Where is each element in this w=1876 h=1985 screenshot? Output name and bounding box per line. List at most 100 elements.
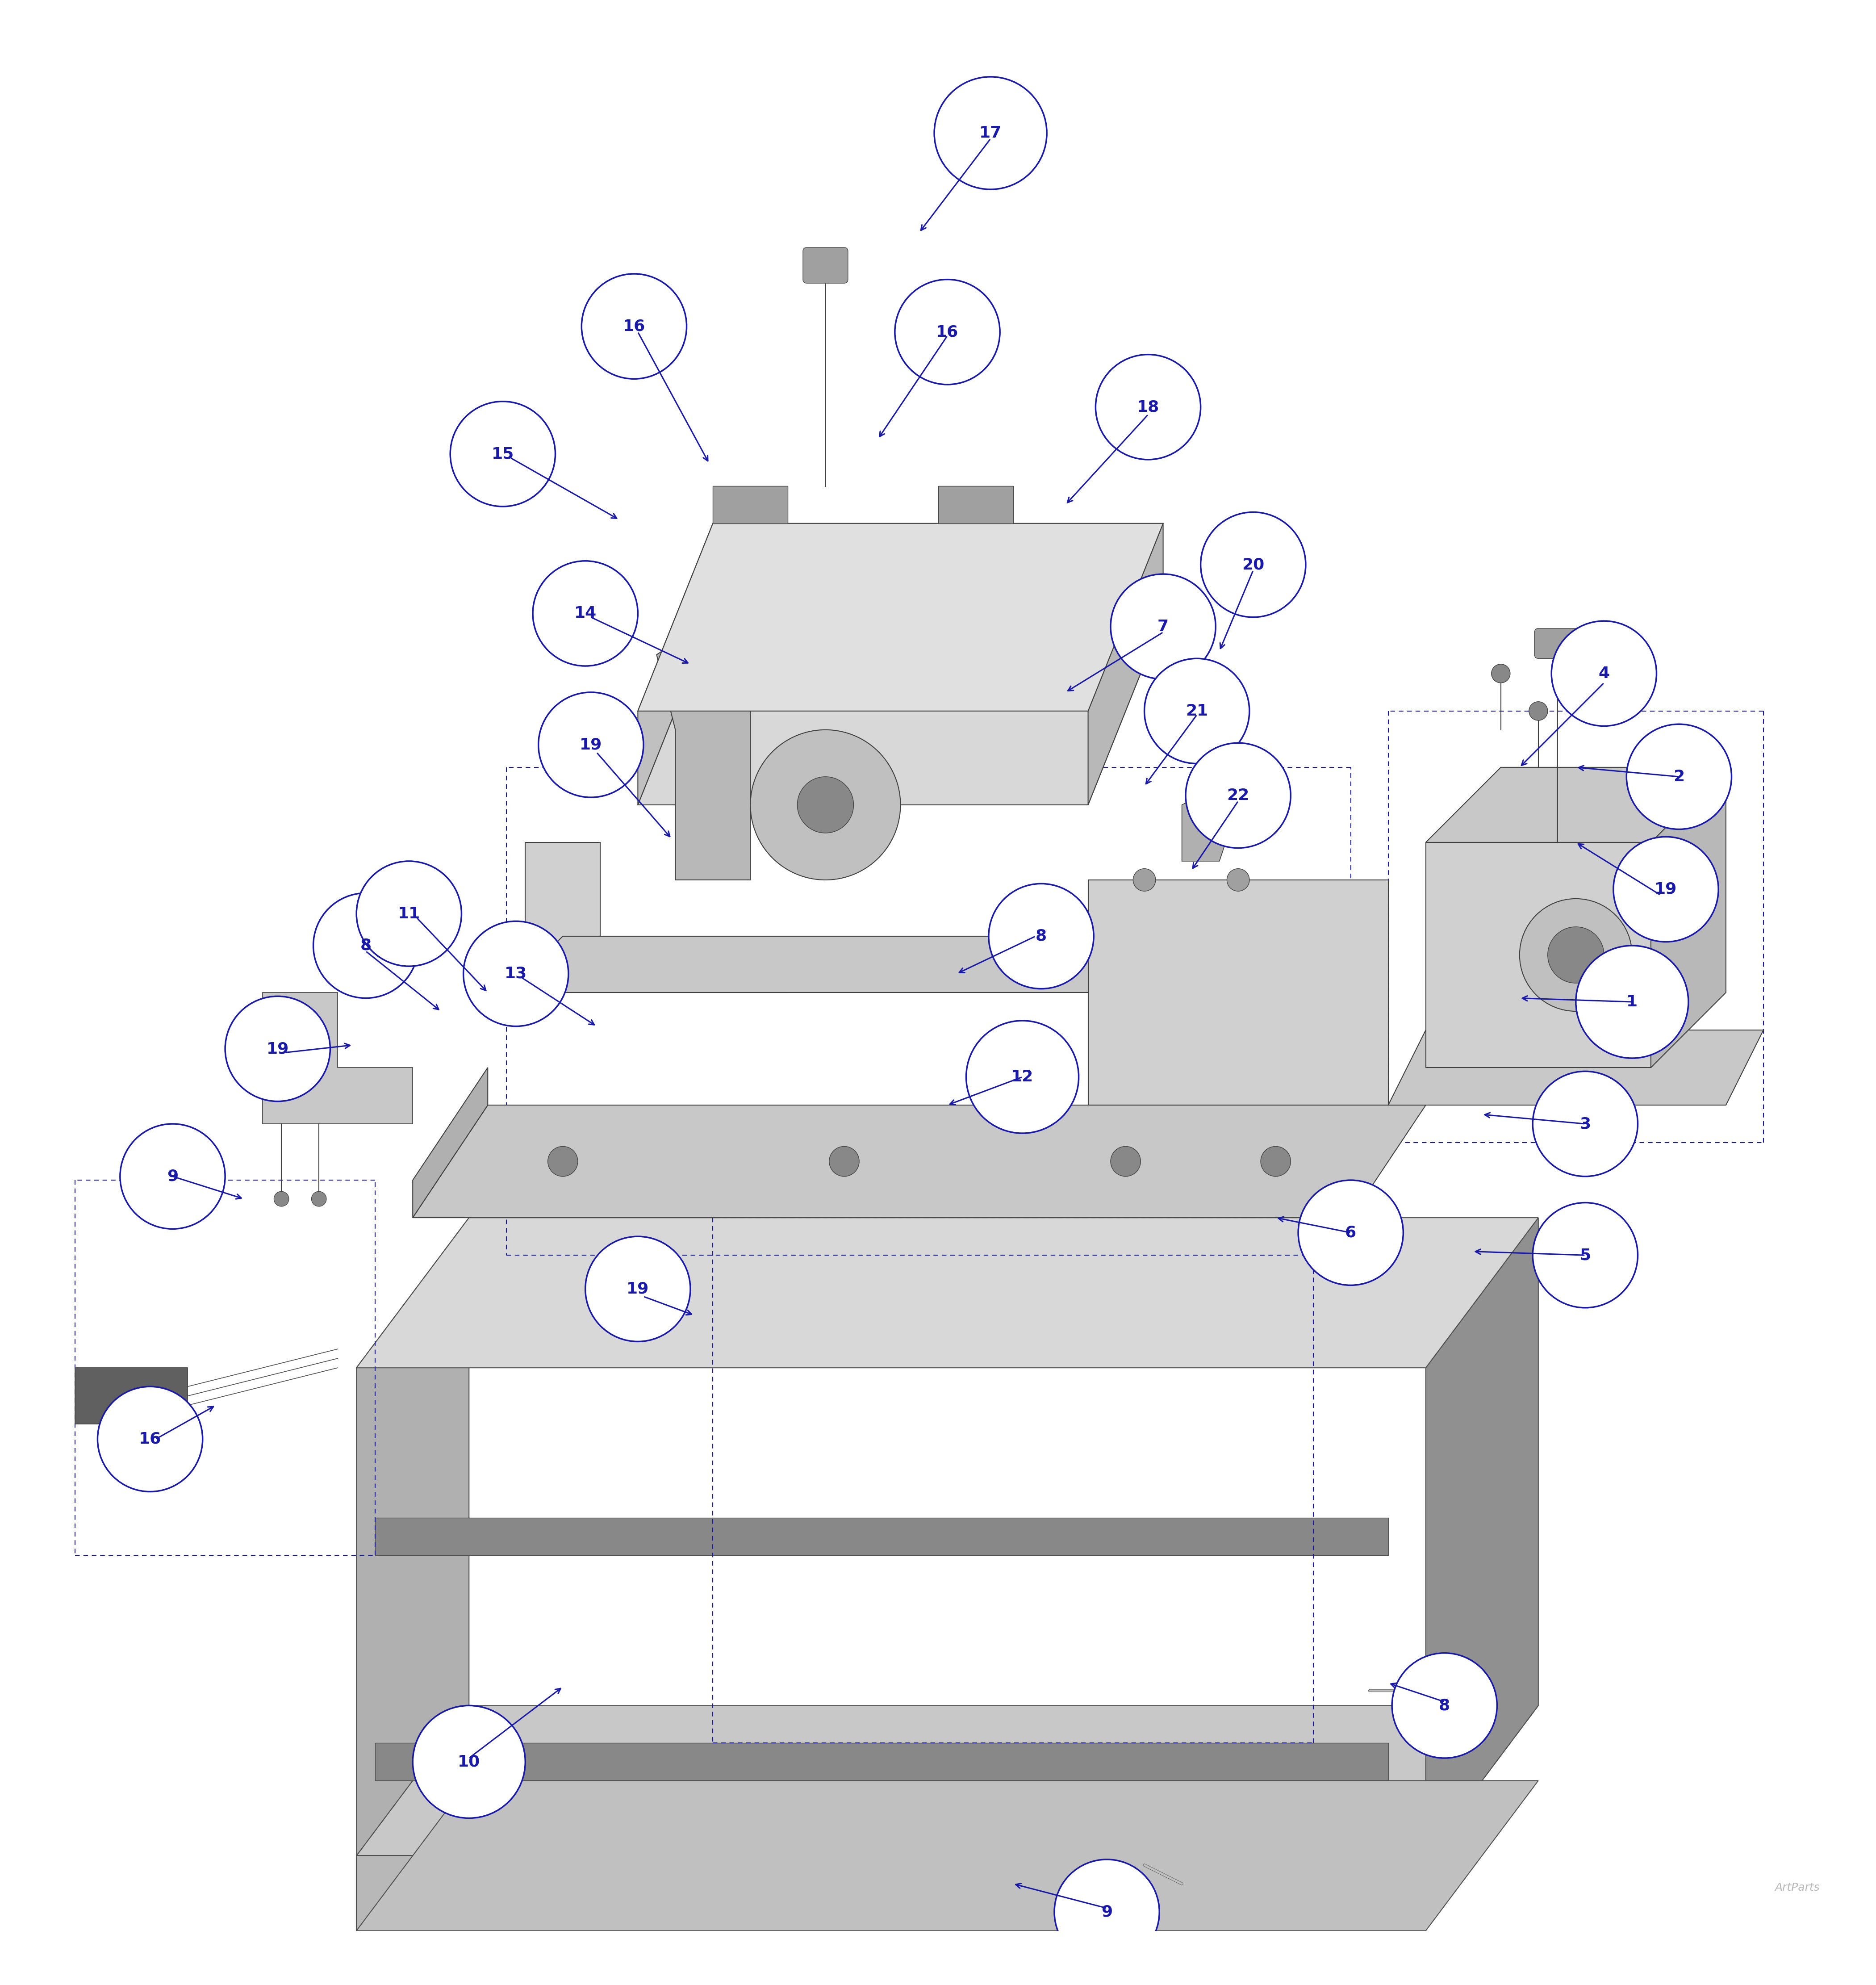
Circle shape bbox=[548, 1147, 578, 1177]
Circle shape bbox=[1111, 1147, 1141, 1177]
Polygon shape bbox=[1426, 1217, 1538, 1856]
Text: 10: 10 bbox=[458, 1755, 480, 1769]
Text: 6: 6 bbox=[1345, 1225, 1356, 1241]
Polygon shape bbox=[938, 486, 1013, 524]
Circle shape bbox=[1533, 1203, 1638, 1308]
Circle shape bbox=[1186, 742, 1291, 848]
Text: 2: 2 bbox=[1673, 768, 1685, 784]
Polygon shape bbox=[657, 617, 750, 879]
Text: 19: 19 bbox=[266, 1042, 289, 1056]
Circle shape bbox=[313, 893, 418, 998]
Polygon shape bbox=[1088, 879, 1388, 1106]
Circle shape bbox=[750, 730, 900, 879]
Circle shape bbox=[934, 77, 1047, 189]
Text: 12: 12 bbox=[1011, 1070, 1034, 1084]
Polygon shape bbox=[1182, 786, 1238, 861]
Circle shape bbox=[98, 1388, 203, 1491]
Text: 22: 22 bbox=[1227, 788, 1249, 804]
Circle shape bbox=[120, 1124, 225, 1229]
Circle shape bbox=[1111, 574, 1216, 679]
Circle shape bbox=[274, 1191, 289, 1207]
Circle shape bbox=[1392, 1654, 1497, 1759]
Text: 15: 15 bbox=[492, 447, 514, 463]
Text: 19: 19 bbox=[627, 1282, 649, 1296]
Circle shape bbox=[1054, 1860, 1159, 1965]
Text: 16: 16 bbox=[936, 324, 959, 339]
Circle shape bbox=[1626, 725, 1732, 830]
Text: 1: 1 bbox=[1626, 994, 1638, 1010]
Circle shape bbox=[797, 776, 854, 834]
Text: 13: 13 bbox=[505, 967, 527, 981]
Text: ArtParts: ArtParts bbox=[1775, 1882, 1820, 1894]
Circle shape bbox=[1491, 665, 1510, 683]
Circle shape bbox=[1576, 945, 1688, 1058]
Polygon shape bbox=[356, 1781, 1538, 1931]
FancyBboxPatch shape bbox=[803, 248, 848, 284]
Text: 16: 16 bbox=[623, 320, 645, 333]
Circle shape bbox=[989, 883, 1094, 989]
Circle shape bbox=[311, 1191, 326, 1207]
Text: 9: 9 bbox=[1101, 1904, 1112, 1919]
Circle shape bbox=[533, 562, 638, 667]
Polygon shape bbox=[1088, 524, 1163, 804]
FancyBboxPatch shape bbox=[1535, 629, 1580, 659]
Text: 3: 3 bbox=[1580, 1116, 1591, 1131]
Circle shape bbox=[450, 401, 555, 506]
Polygon shape bbox=[263, 992, 413, 1124]
Polygon shape bbox=[356, 1705, 1538, 1856]
Text: 11: 11 bbox=[398, 905, 420, 921]
Text: 4: 4 bbox=[1598, 665, 1610, 681]
Text: 17: 17 bbox=[979, 125, 1002, 141]
Text: 18: 18 bbox=[1137, 399, 1159, 415]
Text: 5: 5 bbox=[1580, 1249, 1591, 1262]
Circle shape bbox=[225, 996, 330, 1102]
Text: 21: 21 bbox=[1186, 703, 1208, 719]
Polygon shape bbox=[375, 1519, 1388, 1556]
Polygon shape bbox=[1426, 768, 1726, 842]
Text: 16: 16 bbox=[139, 1431, 161, 1447]
Circle shape bbox=[1520, 899, 1632, 1010]
Circle shape bbox=[1551, 621, 1657, 727]
Text: 8: 8 bbox=[360, 939, 371, 953]
Polygon shape bbox=[525, 842, 788, 992]
Circle shape bbox=[1548, 927, 1604, 983]
Polygon shape bbox=[413, 1106, 1426, 1217]
Circle shape bbox=[966, 1020, 1079, 1133]
Polygon shape bbox=[638, 617, 1163, 804]
Circle shape bbox=[1227, 869, 1249, 891]
Polygon shape bbox=[1426, 842, 1651, 1068]
Polygon shape bbox=[507, 937, 1276, 992]
Circle shape bbox=[1298, 1181, 1403, 1284]
Circle shape bbox=[582, 274, 687, 379]
Circle shape bbox=[895, 280, 1000, 385]
Circle shape bbox=[463, 921, 568, 1026]
Circle shape bbox=[1144, 659, 1249, 764]
Polygon shape bbox=[75, 1368, 188, 1423]
Circle shape bbox=[538, 693, 643, 798]
Polygon shape bbox=[1651, 768, 1726, 1068]
Polygon shape bbox=[375, 1743, 1388, 1781]
Circle shape bbox=[413, 1705, 525, 1818]
Text: 9: 9 bbox=[167, 1169, 178, 1183]
Text: 19: 19 bbox=[1655, 881, 1677, 897]
Polygon shape bbox=[356, 1217, 469, 1856]
Polygon shape bbox=[356, 1856, 1426, 1931]
Circle shape bbox=[1133, 869, 1156, 891]
Circle shape bbox=[1261, 1147, 1291, 1177]
Text: 19: 19 bbox=[580, 736, 602, 752]
Circle shape bbox=[356, 861, 461, 967]
Circle shape bbox=[585, 1237, 690, 1342]
Polygon shape bbox=[356, 1217, 1538, 1368]
Polygon shape bbox=[638, 524, 1163, 711]
Circle shape bbox=[1096, 355, 1201, 461]
Text: 14: 14 bbox=[574, 605, 597, 621]
Text: 20: 20 bbox=[1242, 558, 1264, 572]
Text: 7: 7 bbox=[1157, 619, 1169, 633]
Circle shape bbox=[829, 1147, 859, 1177]
Circle shape bbox=[1613, 838, 1718, 941]
Circle shape bbox=[1201, 512, 1306, 617]
Polygon shape bbox=[413, 1068, 488, 1217]
Polygon shape bbox=[1388, 1030, 1763, 1106]
Polygon shape bbox=[713, 486, 788, 524]
Polygon shape bbox=[638, 524, 713, 804]
